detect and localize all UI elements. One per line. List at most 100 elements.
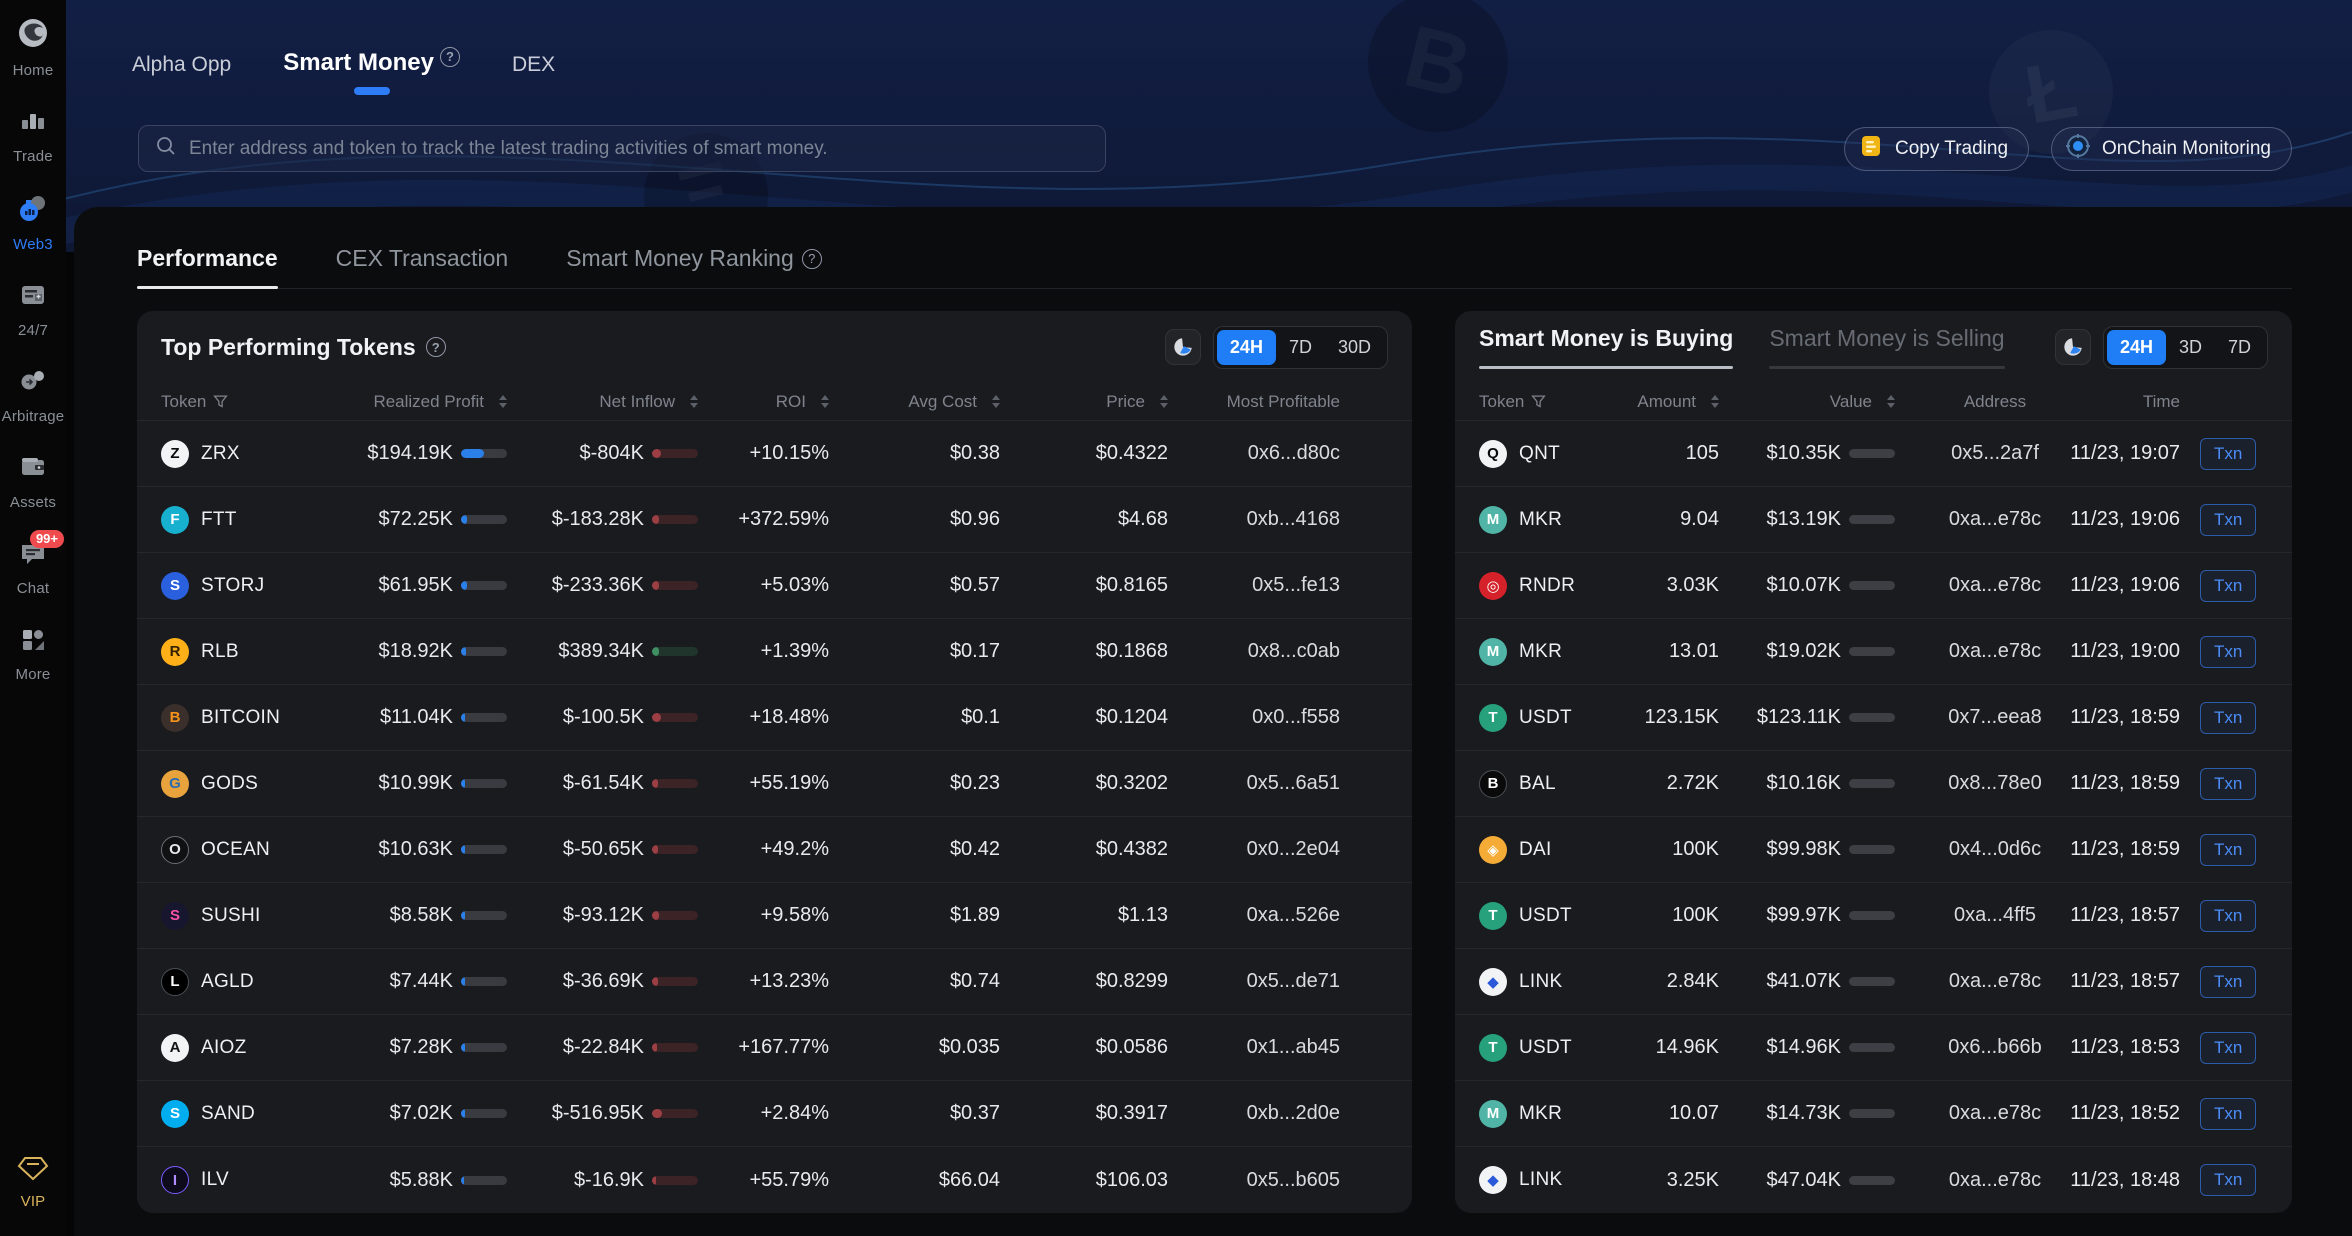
most-profitable-address[interactable]: 0x0...2e04 (1246, 838, 1340, 860)
token-cell[interactable]: S SAND (161, 1099, 311, 1128)
transaction-row[interactable]: ◎ RNDR 3.03K $10.07K 0xa...e78c 11/23, 1… (1455, 553, 2292, 619)
token-row[interactable]: F FTT $72.25K $-183.28K +372.59% $0.96 $… (137, 487, 1412, 553)
token-cell[interactable]: Z ZRX (161, 439, 311, 468)
txn-link-button[interactable]: Txn (2200, 899, 2257, 932)
txn-link-button[interactable]: Txn (2200, 1164, 2257, 1196)
sidebar-item-trade[interactable]: Trade (13, 106, 53, 165)
txn-link-button[interactable]: Txn (2200, 569, 2257, 602)
pie-chart-toggle-button[interactable] (2054, 329, 2091, 365)
nav-alpha-opp[interactable]: Alpha Opp (132, 53, 232, 76)
token-cell[interactable]: M MKR (1479, 1099, 1619, 1128)
filter-3d[interactable]: 3D (2178, 336, 2202, 357)
txn-link-button[interactable]: Txn (2200, 965, 2257, 998)
token-cell[interactable]: T USDT (1479, 703, 1619, 732)
sidebar-item-more[interactable]: More (16, 624, 51, 683)
tab-smart-money-buying[interactable]: Smart Money is Buying (1479, 325, 1734, 369)
transaction-row[interactable]: Q QNT 105 $10.35K 0x5...2a7f 11/23, 19:0… (1455, 421, 2292, 487)
filter-7d[interactable]: 7D (1288, 336, 1312, 357)
txn-link-button[interactable]: Txn (2200, 1031, 2257, 1064)
wallet-address[interactable]: 0x6...b66b (1948, 1036, 2042, 1058)
wallet-address[interactable]: 0x7...eea8 (1948, 706, 2042, 728)
token-row[interactable]: O OCEAN $10.63K $-50.65K +49.2% $0.42 $0… (137, 817, 1412, 883)
tab-smart-money-selling[interactable]: Smart Money is Selling (1769, 325, 2005, 369)
column-header-value[interactable]: Value (1719, 392, 1895, 412)
txn-link-button[interactable]: Txn (2200, 833, 2257, 866)
column-header-price[interactable]: Price (1000, 392, 1168, 412)
filter-24h[interactable]: 24H (2106, 329, 2166, 365)
sidebar-item-chat[interactable]: 99+ Chat (17, 530, 64, 597)
wallet-address[interactable]: 0xa...e78c (1948, 1102, 2042, 1124)
nav-smart-money[interactable]: Smart Money? (283, 40, 460, 95)
most-profitable-address[interactable]: 0xb...2d0e (1246, 1102, 1340, 1124)
column-header-avg-cost[interactable]: Avg Cost (829, 392, 1000, 412)
token-cell[interactable]: A AIOZ (161, 1033, 311, 1062)
sidebar-item-assets[interactable]: Assets (10, 452, 56, 511)
tab-cex-transaction[interactable]: CEX Transaction (335, 245, 509, 271)
txn-link-button[interactable]: Txn (2200, 635, 2257, 668)
token-cell[interactable]: Q QNT (1479, 439, 1619, 468)
column-header-roi[interactable]: ROI (698, 392, 829, 412)
column-header-amount[interactable]: Amount (1619, 392, 1719, 412)
tab-smart-money-ranking[interactable]: Smart Money Ranking? (566, 245, 822, 288)
most-profitable-address[interactable]: 0x0...f558 (1252, 706, 1340, 728)
wallet-address[interactable]: 0xa...e78c (1948, 640, 2042, 662)
token-row[interactable]: I ILV $5.88K $-16.9K +55.79% $66.04 $106… (137, 1147, 1412, 1213)
token-cell[interactable]: G GODS (161, 769, 311, 798)
txn-link-button[interactable]: Txn (2200, 503, 2257, 536)
most-profitable-address[interactable]: 0x5...fe13 (1252, 574, 1340, 596)
nav-dex[interactable]: DEX (511, 53, 556, 76)
wallet-address[interactable]: 0xa...e78c (1948, 508, 2042, 530)
most-profitable-address[interactable]: 0x1...ab45 (1246, 1036, 1340, 1058)
wallet-address[interactable]: 0x5...2a7f (1951, 442, 2039, 464)
token-cell[interactable]: ◆ LINK (1479, 967, 1619, 996)
token-cell[interactable]: M MKR (1479, 505, 1619, 534)
pie-chart-toggle-button[interactable] (1164, 329, 1201, 365)
search-input[interactable] (189, 137, 1089, 160)
column-header-realized-profit[interactable]: Realized Profit (311, 392, 507, 412)
token-cell[interactable]: F FTT (161, 505, 311, 534)
transaction-row[interactable]: ◆ LINK 3.25K $47.04K 0xa...e78c 11/23, 1… (1455, 1147, 2292, 1213)
wallet-address[interactable]: 0xa...e78c (1948, 1168, 2042, 1191)
filter-30d[interactable]: 30D (1337, 336, 1371, 357)
wallet-address[interactable]: 0xa...4ff5 (1954, 904, 2036, 926)
token-cell[interactable]: ◆ LINK (1479, 1166, 1619, 1194)
most-profitable-address[interactable]: 0x8...c0ab (1247, 640, 1340, 662)
transaction-row[interactable]: M MKR 10.07 $14.73K 0xa...e78c 11/23, 18… (1455, 1081, 2292, 1147)
question-icon[interactable]: ? (425, 337, 446, 357)
token-cell[interactable]: I ILV (161, 1166, 311, 1194)
column-header-token[interactable]: Token (161, 392, 311, 412)
txn-link-button[interactable]: Txn (2200, 1097, 2257, 1130)
token-row[interactable]: S STORJ $61.95K $-233.36K +5.03% $0.57 $… (137, 553, 1412, 619)
sidebar-item-web3[interactable]: Web3 (13, 192, 53, 253)
token-row[interactable]: B BITCOIN $11.04K $-100.5K +18.48% $0.1 … (137, 685, 1412, 751)
question-icon[interactable]: ? (439, 46, 460, 67)
token-row[interactable]: S SUSHI $8.58K $-93.12K +9.58% $1.89 $1.… (137, 883, 1412, 949)
token-cell[interactable]: S SUSHI (161, 901, 311, 930)
most-profitable-address[interactable]: 0x6...d80c (1247, 442, 1340, 464)
token-row[interactable]: G GODS $10.99K $-61.54K +55.19% $0.23 $0… (137, 751, 1412, 817)
transaction-row[interactable]: M MKR 13.01 $19.02K 0xa...e78c 11/23, 19… (1455, 619, 2292, 685)
transaction-row[interactable]: M MKR 9.04 $13.19K 0xa...e78c 11/23, 19:… (1455, 487, 2292, 553)
wallet-address[interactable]: 0x8...78e0 (1948, 772, 2042, 794)
column-header-token[interactable]: Token (1479, 392, 1619, 412)
filter-7d[interactable]: 7D (2227, 336, 2251, 357)
question-icon[interactable]: ? (801, 248, 822, 269)
token-cell[interactable]: ◎ RNDR (1479, 571, 1619, 600)
copy-trading-button[interactable]: Copy Trading (1844, 127, 2030, 171)
transaction-row[interactable]: T USDT 123.15K $123.11K 0x7...eea8 11/23… (1455, 685, 2292, 751)
token-cell[interactable]: L AGLD (161, 967, 311, 996)
most-profitable-address[interactable]: 0xb...4168 (1246, 508, 1340, 530)
token-cell[interactable]: B BAL (1479, 769, 1619, 798)
token-row[interactable]: L AGLD $7.44K $-36.69K +13.23% $0.74 $0.… (137, 949, 1412, 1015)
token-cell[interactable]: B BITCOIN (161, 703, 311, 732)
sidebar-item-home[interactable]: Home (13, 16, 54, 79)
token-cell[interactable]: T USDT (1479, 901, 1619, 930)
tab-performance[interactable]: Performance (137, 245, 278, 289)
token-row[interactable]: S SAND $7.02K $-516.95K +2.84% $0.37 $0.… (137, 1081, 1412, 1147)
token-row[interactable]: Z ZRX $194.19K $-804K +10.15% $0.38 $0.4… (137, 421, 1412, 487)
token-cell[interactable]: ◈ DAI (1479, 835, 1619, 864)
most-profitable-address[interactable]: 0x5...de71 (1246, 970, 1340, 992)
most-profitable-address[interactable]: 0x5...b605 (1246, 1168, 1340, 1191)
column-header-net-inflow[interactable]: Net Inflow (507, 392, 698, 412)
onchain-monitoring-button[interactable]: OnChain Monitoring (2051, 127, 2292, 171)
